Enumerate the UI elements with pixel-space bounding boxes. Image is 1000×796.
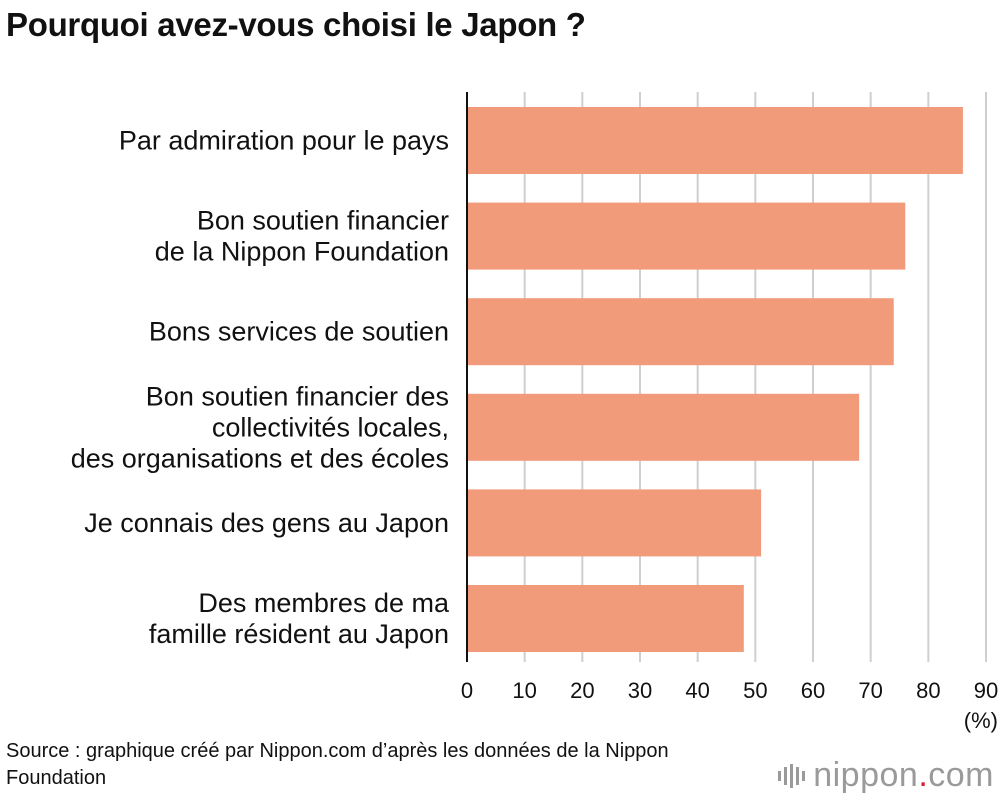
category-label-4-line-3: des organisations et des écoles — [71, 443, 449, 473]
source-note: Source : graphique créé par Nippon.com d… — [6, 740, 669, 789]
bar-5 — [467, 489, 762, 557]
x-tick-label-50: 50 — [743, 678, 767, 703]
x-tick-label-0: 0 — [461, 678, 473, 703]
nippon-logo: nippon. com — [778, 756, 994, 795]
x-tick-label-70: 70 — [858, 678, 882, 703]
bar-2 — [467, 202, 906, 270]
x-tick-label-10: 10 — [512, 678, 536, 703]
bar-6 — [467, 585, 744, 652]
category-label-4-line-2: collectivités locales, — [212, 412, 449, 442]
x-tick-label-30: 30 — [628, 678, 652, 703]
logo-suffix: com — [928, 756, 994, 794]
chart-title: Pourquoi avez-vous choisi le Japon ? — [6, 6, 586, 43]
x-tick-label-20: 20 — [570, 678, 594, 703]
x-tick-label-40: 40 — [685, 678, 709, 703]
category-label-2-line-2: de la Nippon Foundation — [155, 237, 449, 267]
bar-3 — [467, 298, 894, 366]
nippon-logo-icon — [778, 763, 806, 788]
x-tick-label-80: 80 — [916, 678, 940, 703]
x-tick-label-90: 90 — [974, 678, 998, 703]
category-label-4-line-1: Bon soutien financier des — [146, 381, 449, 411]
logo-name: nippon — [813, 756, 919, 794]
x-tick-label-60: 60 — [801, 678, 825, 703]
category-label-1-line-1: Par admiration pour le pays — [119, 126, 449, 156]
logo-dot: . — [918, 756, 929, 794]
x-axis-unit-label: (%) — [964, 708, 998, 733]
bar-4 — [467, 393, 860, 461]
category-label-6-line-2: famille résident au Japon — [149, 619, 449, 649]
category-label-6-line-1: Des membres de ma — [198, 588, 450, 618]
bar-chart: Par admiration pour le pays Bon soutien f… — [71, 92, 998, 733]
bar-1 — [467, 107, 963, 174]
category-label-2-line-1: Bon soutien financier — [197, 206, 449, 236]
category-label-3-line-1: Bons services de soutien — [149, 317, 449, 347]
category-label-5-line-1: Je connais des gens au Japon — [84, 508, 449, 538]
